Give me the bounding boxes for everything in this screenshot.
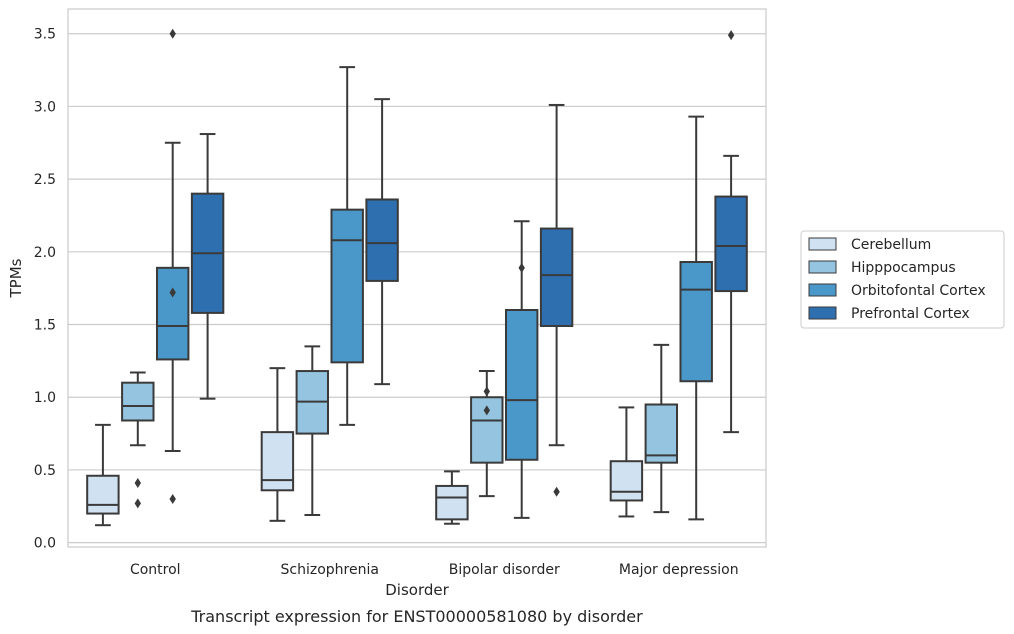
y-tick-label: 2.0	[34, 245, 56, 261]
box-3-2	[679, 115, 713, 521]
y-tick-label: 2.5	[34, 172, 56, 188]
box-3-3	[714, 30, 748, 434]
y-tick-label: 3.5	[34, 27, 56, 43]
outlier-point	[483, 405, 490, 416]
box-0-0	[86, 423, 120, 527]
box-body	[260, 431, 295, 492]
box-0-2	[155, 28, 190, 505]
legend-frame	[800, 230, 1005, 329]
x-tick-label: Schizophrenia	[281, 562, 379, 578]
y-tick-label: 3.0	[34, 99, 56, 115]
box-2-1	[470, 370, 504, 498]
outlier-point	[518, 262, 525, 273]
plot-frame	[67, 8, 767, 548]
box-2-3	[539, 103, 574, 497]
box-body	[86, 474, 120, 515]
y-tick-label: 0.5	[34, 463, 56, 479]
legend-swatch	[808, 306, 837, 320]
x-tick-label: Bipolar disorder	[449, 562, 560, 578]
box-3-0	[609, 406, 644, 518]
x-tick-label: Major depression	[619, 562, 739, 578]
y-tick-label: 1.0	[34, 390, 56, 406]
box-body	[714, 195, 748, 293]
box-body	[435, 484, 469, 521]
x-axis-label: Disorder	[385, 581, 449, 599]
legend-label: Hipppocampus	[851, 260, 956, 276]
box-body	[330, 208, 364, 364]
outlier-point	[169, 494, 176, 505]
box-body	[155, 266, 190, 361]
legend-swatch	[808, 283, 837, 297]
outlier-point	[483, 386, 490, 397]
boxes	[86, 28, 748, 527]
box-1-3	[365, 98, 399, 386]
box-body	[121, 381, 155, 422]
y-tick-label: 0.0	[34, 536, 56, 552]
box-3-1	[644, 343, 679, 514]
outlier-point	[169, 28, 176, 39]
y-tick-labels: 0.0 0.5 1.0 1.5 2.0 2.5 3.0 3.5	[34, 27, 56, 552]
outlier-point	[134, 498, 141, 509]
box-body	[679, 261, 713, 383]
box-0-3	[190, 133, 225, 400]
box-1-1	[295, 345, 330, 517]
box-2-2	[504, 220, 539, 519]
outlier-point	[169, 287, 176, 298]
legend: Cerebellum Hipppocampus Orbitofontal Corte…	[800, 230, 1005, 329]
legend-swatch	[808, 237, 837, 251]
box-1-0	[260, 367, 295, 522]
x-tick-label: Control	[130, 562, 181, 578]
outlier-point	[727, 30, 735, 41]
legend-label: Orbitofontal Cortex	[851, 283, 986, 299]
y-tick-label: 1.5	[34, 318, 56, 334]
outlier-point	[553, 486, 560, 497]
box-body	[644, 403, 679, 464]
box-1-2	[330, 66, 364, 426]
box-body	[539, 227, 574, 327]
chart-caption: Transcript expression for ENST0000058108…	[190, 607, 643, 626]
x-tick-labels: Control Schizophrenia Bipolar disorder Majo…	[130, 562, 739, 578]
legend-label: Prefrontal Cortex	[851, 306, 970, 322]
box-body	[504, 308, 539, 461]
legend-swatch	[808, 260, 837, 274]
box-body	[365, 198, 399, 282]
y-axis-label: TPMs	[7, 258, 25, 298]
box-body	[609, 460, 644, 502]
box-0-1	[121, 371, 155, 509]
legend-label: Cerebellum	[851, 237, 931, 253]
outlier-point	[134, 478, 141, 489]
box-2-0	[435, 470, 469, 525]
